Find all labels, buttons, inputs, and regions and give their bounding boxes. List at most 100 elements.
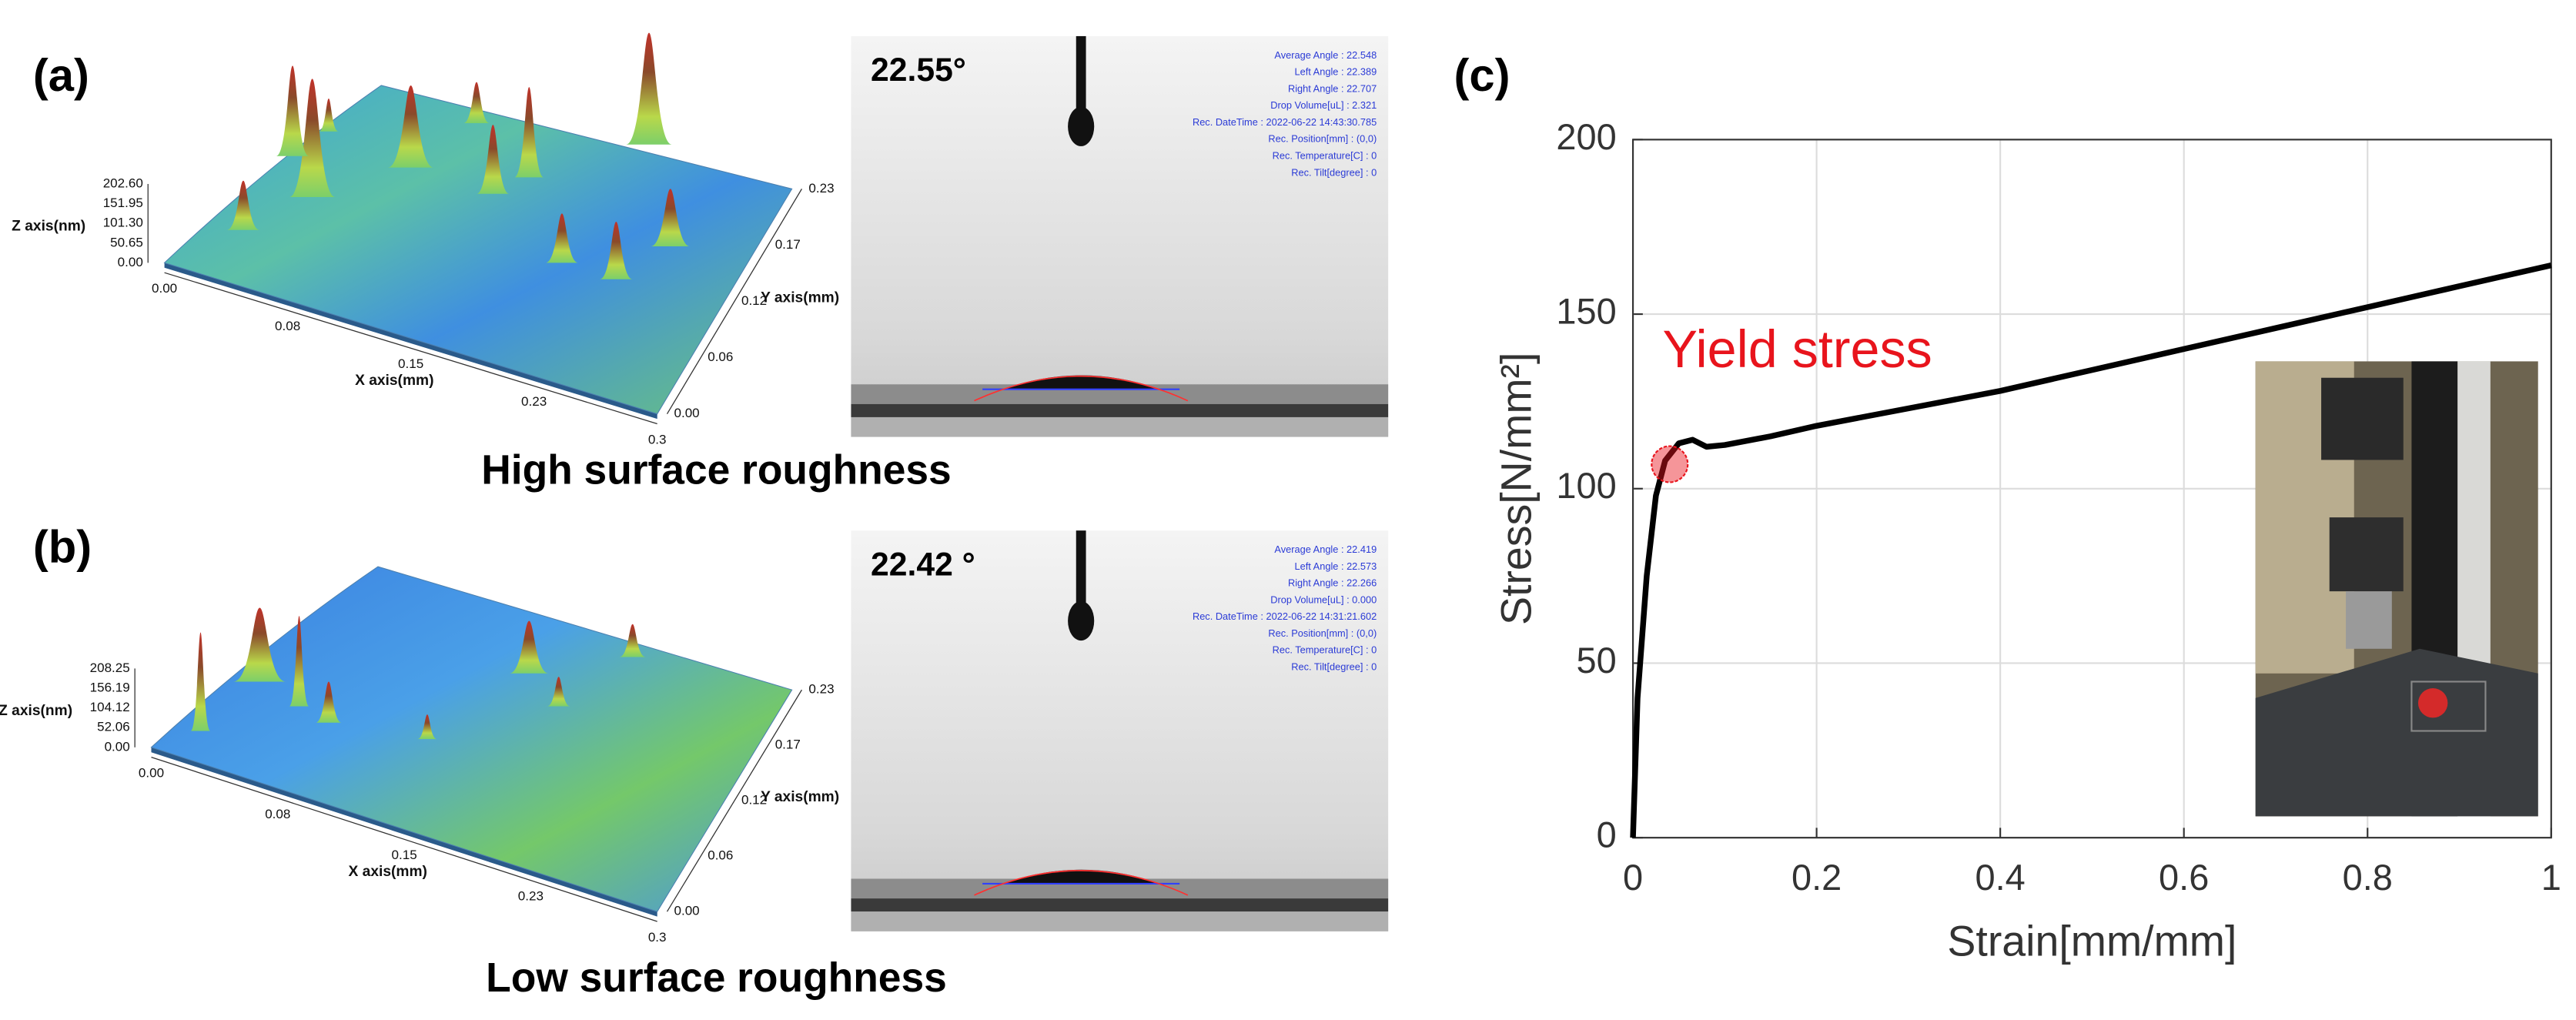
inset-photo [2255,361,2538,817]
panel-label: (c) [1454,49,1510,101]
stress-strain-line [1630,262,2552,838]
caption: Low surface roughness [486,955,947,1001]
substrate-bottom [851,911,1389,931]
z-tick-label: 0.00 [105,739,130,754]
annotation: Yield stress [1662,320,1932,379]
measurement-info: Rec. Position[mm] : (0,0) [1268,627,1377,639]
contact-angle: 22.42 ° [871,546,975,583]
surface-peak [509,620,549,674]
surface-peak [545,213,579,263]
surface-peak [233,607,286,682]
panel-label: (b) [33,521,92,573]
measurement-info: Right Angle : 22.266 [1288,577,1377,589]
surface [163,85,793,415]
x-tick-label: 0.23 [518,888,544,903]
surface-peak [547,677,570,707]
x-tick-label: 0.3 [648,432,667,446]
photo-grip [2329,517,2404,592]
surface-peak [190,632,211,731]
x-tick-label: 0.15 [391,848,417,862]
measurement-info: Rec. Tilt[degree] : 0 [1291,660,1377,672]
x-tick-label: 0.08 [265,807,290,821]
surface [150,566,793,912]
y-axis-title: Y axis(mm) [761,289,839,306]
z-tick-label: 104.12 [90,700,130,714]
surface-wall [151,747,657,917]
droplet [1002,375,1160,390]
z-tick-label: 156.19 [90,681,130,695]
measurement-info: Average Angle : 22.548 [1274,49,1377,61]
surface-plot: 208.25 156.19 104.12 52.06 0.00 Z axis(nm) 0.0… [0,566,839,945]
measurement-info: Rec. Tilt[degree] : 0 [1291,166,1377,178]
surface-peak [276,65,309,156]
droplet-image: 22.42 ° Average Angle : 22.419 Left Angle … [851,530,1389,931]
y-axis-title: Y axis(mm) [761,789,839,805]
x-tick-label: 1 [2541,858,2561,898]
y-tick-label: 0.23 [808,181,834,196]
x-tick-label: 0.8 [2343,858,2393,898]
needle-drop [1068,106,1095,146]
surface-plot: 202.60 151.95 101.30 50.65 0.00 Z axis(nm) 0.0… [12,32,839,446]
y-axis-label: Stress[N/mm²] [1493,353,1541,625]
contact-angle: 22.55° [871,52,966,89]
tangent [974,375,1189,402]
y-tick-label: 0.17 [775,737,801,752]
panel-label: (a) [33,49,89,101]
y-tick-label: 0.17 [775,237,801,252]
axis-line [666,689,802,912]
z-tick-label: 151.95 [103,196,143,210]
surface-peak [315,681,343,723]
surface-plots: 202.60 151.95 101.30 50.65 0.00 Z axis(nm) 0.0… [0,32,839,945]
x-tick-label: 0.3 [648,930,667,945]
x-axis-title: X axis(mm) [355,373,433,389]
x-tick-label: 0 [1623,858,1643,898]
plot-frame [1632,139,2552,839]
measurement-info: Rec. Temperature[C] : 0 [1273,149,1377,161]
measurement-info: Rec. Temperature[C] : 0 [1273,644,1377,656]
surface-peak [289,79,336,198]
axis-line [164,272,657,425]
z-tick-label: 52.06 [97,720,130,734]
substrate-band [851,898,1389,912]
substrate-band [851,403,1389,417]
surface-peak [226,180,260,230]
surface-wall [164,263,657,420]
surface-peak [476,125,510,194]
surface-peak [387,85,434,168]
z-tick-label: 202.60 [103,176,143,190]
x-tick-label: 0.6 [2159,858,2209,898]
needle [1076,35,1086,119]
x-tick-label: 0.00 [152,281,177,296]
surface-peak [651,189,691,247]
measurement-info: Drop Volume[uL] : 2.321 [1270,99,1377,111]
y-tick-label: 100 [1556,466,1616,506]
surface-peak [289,616,309,707]
x-tick-label: 0.08 [275,319,300,333]
axis-line [151,757,657,922]
x-tick-label: 0.15 [398,356,423,371]
y-tick-label: 0.23 [808,682,834,697]
x-tick-label: 0.23 [521,394,547,409]
surface-peak [619,624,646,657]
measurement-info: Rec. DateTime : 2022-06-22 14:31:21.602 [1193,610,1377,622]
photo-fixture [2346,591,2392,649]
x-tick-label: 0.2 [1791,858,1842,898]
photo-base [2255,648,2538,817]
needle [1076,530,1086,613]
measurement-info: Average Angle : 22.419 [1274,543,1377,555]
x-axis-title: X axis(mm) [349,864,427,880]
y-tick-label: 0.06 [708,848,733,863]
axis-line [666,189,802,415]
stress-strain-chart: 0 50 100 150 200 0 0.2 0.4 0.6 0.8 1 Strain[mm/mm] S… [1493,117,2561,965]
x-tick-label: 0.4 [1975,858,2026,898]
y-tick-label: 0.12 [741,293,767,308]
y-tick-label: 50 [1577,640,1617,681]
photo-button [2417,688,2448,718]
substrate-bottom [851,416,1389,437]
y-tick-label: 150 [1556,291,1616,331]
z-tick-label: 101.30 [103,216,143,230]
measurement-info: Left Angle : 22.573 [1294,560,1377,572]
surface-peak [599,222,633,279]
surface-peak [319,99,339,132]
